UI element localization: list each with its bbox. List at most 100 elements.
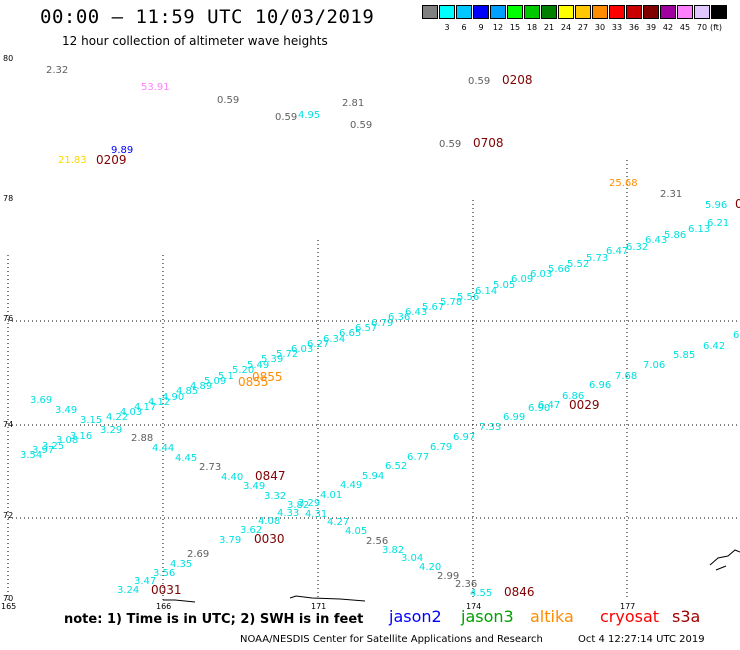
scale-swatch — [507, 5, 523, 19]
wave-height-value: 6.47 — [538, 400, 560, 411]
wave-height-value: 5.49 — [247, 360, 269, 371]
lat-label-78: 78 — [3, 194, 13, 203]
wave-height-value: 4.95 — [298, 110, 320, 121]
lat-label-76: 76 — [3, 314, 13, 323]
wave-height-value: 6.57 — [355, 323, 377, 334]
chart-subtitle: 12 hour collection of altimeter wave hei… — [62, 34, 328, 48]
scale-label: 36 — [628, 23, 640, 32]
wave-height-value: 4.85 — [176, 386, 198, 397]
scale-label: 45 — [679, 23, 691, 32]
pass-time-label: 0030 — [254, 532, 285, 546]
lat-label-70: 70 — [3, 594, 13, 603]
wave-height-value: 4.03 — [120, 407, 142, 418]
wave-height-value: 3.49 — [243, 481, 265, 492]
wave-height-value: 4.12 — [148, 397, 170, 408]
wave-height-value: 3.56 — [153, 568, 175, 579]
axis-labels: 80 78 76 74 72 70 165 166 171 174 177 — [1, 54, 635, 611]
lon-label-165: 165 — [1, 602, 16, 611]
wave-height-value: 4.08 — [258, 516, 280, 527]
pass-time-label: 0031 — [151, 583, 182, 597]
lat-label-74: 74 — [3, 420, 13, 429]
scale-swatch — [711, 5, 727, 19]
grid-lines — [7, 160, 740, 600]
wave-height-value: 7.06 — [643, 360, 665, 371]
wave-height-value: 4.35 — [170, 559, 192, 570]
wave-height-value: 6.99 — [503, 412, 525, 423]
chart-title: 00:00 – 11:59 UTC 10/03/2019 — [40, 6, 375, 28]
wave-height-value: 6.96 — [589, 380, 611, 391]
legend-jason3: jason3 — [461, 607, 514, 626]
scale-label: 3 — [444, 23, 450, 32]
wave-height-value: 4.44 — [152, 443, 174, 454]
wave-height-value: 6.43 — [645, 235, 667, 246]
wave-height-value: 4.05 — [345, 526, 367, 537]
wave-height-value: 4.27 — [327, 517, 349, 528]
wave-height-value: 53.91 — [141, 82, 170, 93]
wave-height-value: 4.40 — [221, 472, 243, 483]
wave-height-value: 4.01 — [320, 490, 342, 501]
wave-height-value: 6.13 — [688, 224, 710, 235]
wave-height-value: 3.32 — [264, 491, 286, 502]
wave-height-value: 3.29 — [298, 498, 320, 509]
wave-height-value: 6.77 — [407, 452, 429, 463]
wave-height-value: 2.56 — [366, 536, 388, 547]
wave-height-value: 3.69 — [30, 395, 52, 406]
wave-height-value: 3.15 — [80, 415, 102, 426]
scale-label: 21 — [543, 23, 555, 32]
scale-label: 15 — [509, 23, 521, 32]
wave-height-value: 5.56 — [457, 292, 479, 303]
scale-swatch — [609, 5, 625, 19]
scale-label: 6 — [461, 23, 467, 32]
scale-swatch — [677, 5, 693, 19]
wave-height-value: 6.47 — [606, 246, 628, 257]
scale-swatch — [694, 5, 710, 19]
coastline — [163, 549, 740, 603]
scale-swatch — [643, 5, 659, 19]
wave-height-value: 0.59 — [275, 112, 297, 123]
scale-label: 42 — [662, 23, 674, 32]
wave-height-value: 7.33 — [479, 422, 501, 433]
wave-height-value: 2.99 — [437, 571, 459, 582]
scale-label: 18 — [526, 23, 538, 32]
legend-altika: altika — [530, 607, 574, 626]
wave-height-value: 3.54 — [20, 450, 42, 461]
scale-swatch — [592, 5, 608, 19]
wave-height-value: 3.82 — [382, 545, 404, 556]
lon-label-166: 166 — [156, 602, 171, 611]
scale-label: 70 — [696, 23, 708, 32]
lon-label-174: 174 — [466, 602, 481, 611]
scale-swatch — [660, 5, 676, 19]
wave-height-value: 3.16 — [70, 431, 92, 442]
pass-time-label: 0209 — [96, 153, 127, 167]
legend-cryosat: cryosat — [600, 607, 660, 626]
scale-label: 12 — [492, 23, 504, 32]
wave-height-value: 6.42 — [703, 341, 725, 352]
wave-height-value: 9.89 — [111, 145, 133, 156]
wave-height-value: 5.94 — [362, 471, 384, 482]
scale-unit: (ft) — [709, 23, 723, 32]
lon-label-171: 171 — [311, 602, 326, 611]
wave-height-value: 6.79 — [430, 442, 452, 453]
scale-swatch — [575, 5, 591, 19]
wave-height-value: 3.24 — [117, 585, 139, 596]
wave-height-value: 25.68 — [609, 178, 638, 189]
wave-height-value: 3.08 — [56, 435, 78, 446]
wave-height-value: 0.59 — [217, 95, 239, 106]
pass-time-label: 0708 — [473, 136, 504, 150]
wave-height-value: 0.59 — [439, 139, 461, 150]
wave-height-value: 4.45 — [175, 453, 197, 464]
lon-label-177: 177 — [620, 602, 635, 611]
wave-height-value: 5.73 — [586, 253, 608, 264]
scale-swatch — [490, 5, 506, 19]
wave-height-value: 5.86 — [664, 230, 686, 241]
note-text: note: 1) Time is in UTC; 2) SWH is in fe… — [64, 612, 364, 627]
wave-height-value: 3.97 — [32, 445, 54, 456]
wave-height-value: 5.67 — [422, 302, 444, 313]
wave-height-value: 3.62 — [240, 525, 262, 536]
wave-height-value: 5.72 — [276, 349, 298, 360]
wave-height-value: 5.20 — [232, 365, 254, 376]
lat-label-80: 80 — [3, 54, 13, 63]
wave-height-value: 6.36 — [388, 312, 410, 323]
wave-height-value: 5.96 — [705, 200, 727, 211]
